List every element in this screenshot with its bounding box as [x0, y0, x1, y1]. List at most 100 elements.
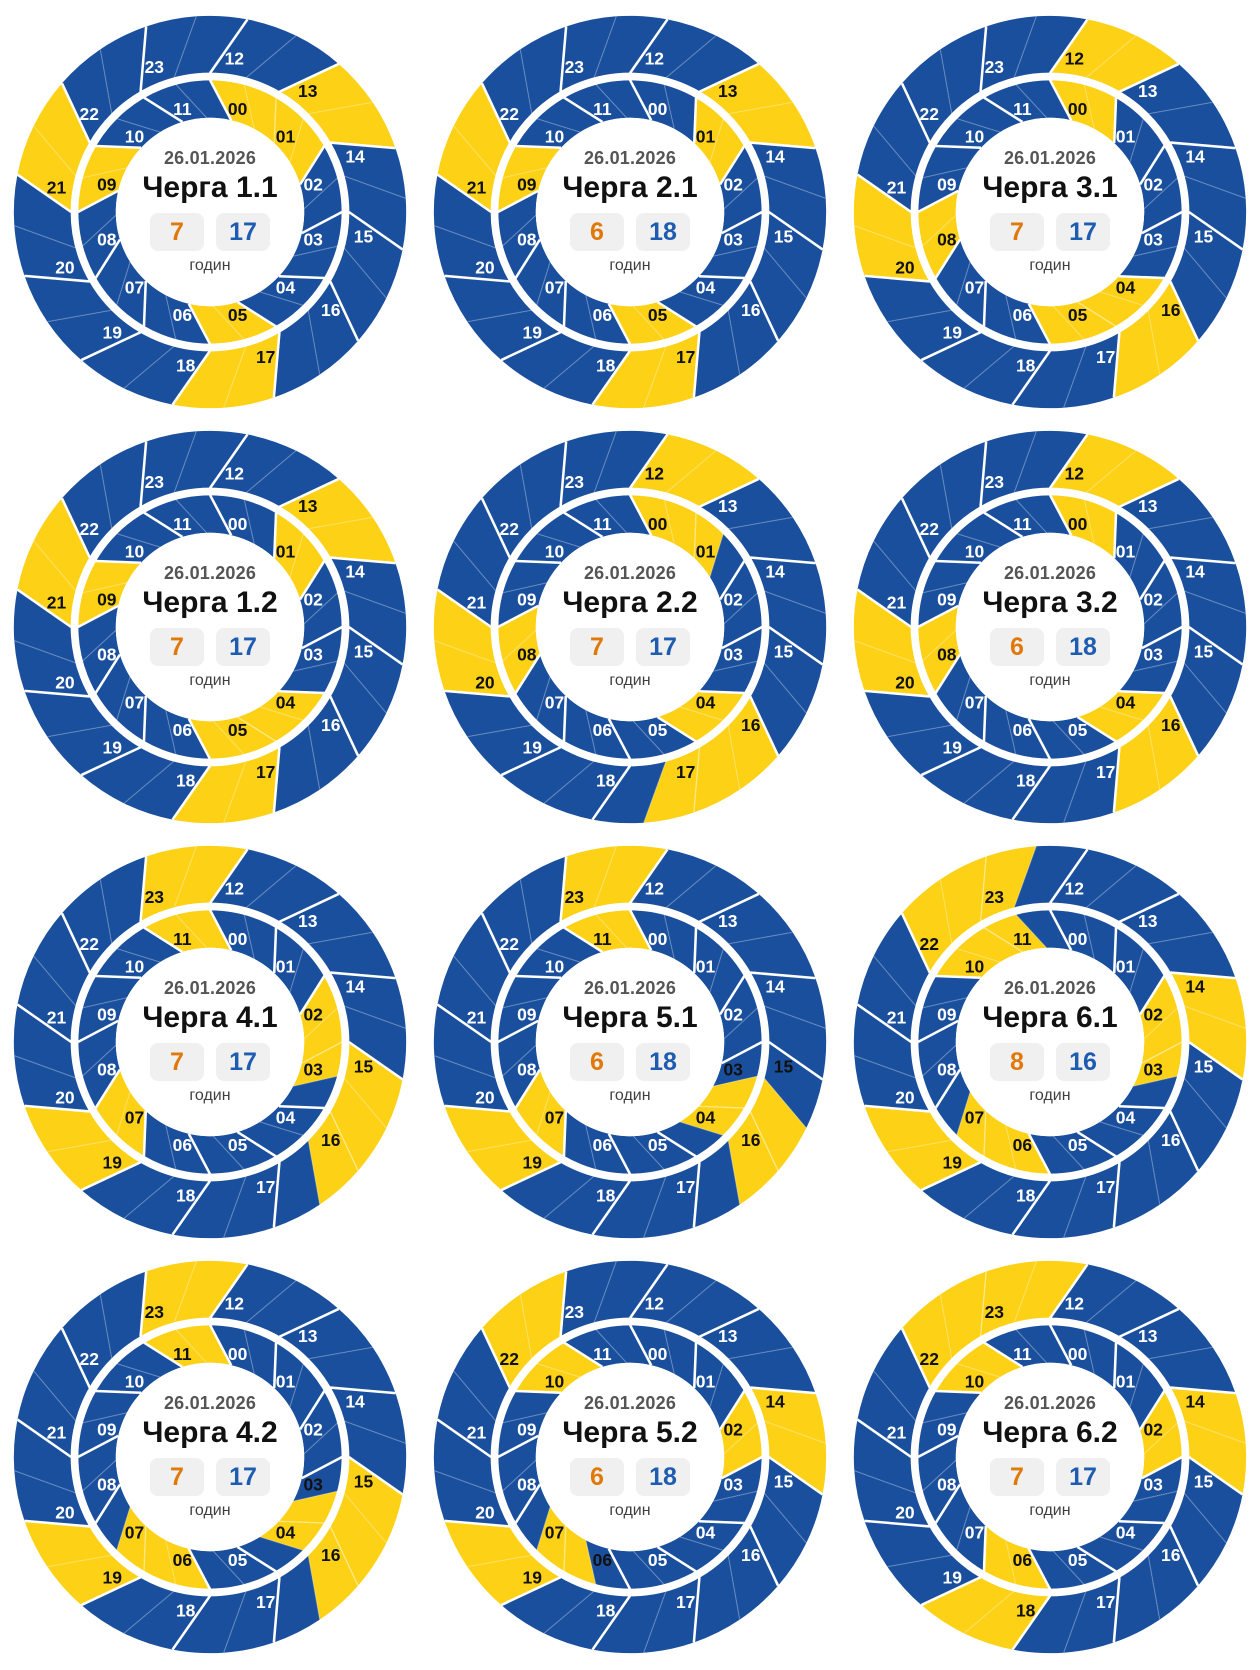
hour-segment-outer	[1014, 15, 1088, 78]
hour-segment-inner	[1140, 145, 1178, 209]
hour-segment-outer	[1085, 865, 1179, 922]
center-hole	[115, 532, 305, 721]
halfhour-line	[1052, 1550, 1085, 1585]
hour-label: 03	[1143, 1474, 1163, 1494]
hour-line	[1139, 144, 1166, 185]
hour-label: 00	[648, 98, 667, 118]
halfhour-line	[1148, 931, 1213, 944]
hour-segment-outer	[1119, 478, 1213, 529]
hour-segment-outer	[1012, 345, 1086, 408]
hour-segment-inner	[1129, 533, 1165, 599]
hour-segment-inner	[82, 214, 120, 278]
halfhour-line	[713, 1490, 758, 1502]
hour-label: 22	[500, 104, 520, 124]
hour-label: 16	[1161, 299, 1181, 319]
hour-segment-inner	[1118, 660, 1178, 693]
ring-divider	[70, 1317, 350, 1596]
halfhour-line	[728, 1346, 793, 1359]
hour-segment-outer	[764, 1041, 823, 1128]
hour-segment-inner	[983, 1110, 1016, 1170]
hour-segment-inner	[935, 533, 1001, 563]
hour-label: 22	[500, 934, 520, 954]
hour-segment-inner	[175, 909, 232, 950]
hour-segment-inner	[698, 1490, 758, 1523]
hour-label: 03	[1143, 229, 1163, 249]
halfhour-line	[47, 1554, 112, 1567]
hour-label: 01	[276, 1371, 296, 1391]
wheel-rings: 00 12 01 13 02 14 03 15 04 16 05 17 06 18 07 19 08 20 09 21…	[13, 430, 407, 823]
hour-label: 18	[596, 1600, 616, 1620]
hour-segment-inner	[720, 975, 758, 1039]
hour-segment-outer	[467, 1554, 561, 1605]
hour-segment-outer	[1113, 724, 1160, 812]
hour-line	[721, 1455, 763, 1479]
hour-line	[719, 974, 746, 1015]
hour-segment-outer	[17, 540, 76, 627]
hour-label: 10	[125, 956, 144, 976]
hour-line	[143, 1525, 147, 1571]
hour-segment-inner	[515, 1484, 551, 1550]
hour-segment-outer	[1119, 63, 1213, 114]
hour-line	[301, 1455, 343, 1479]
halfhour-line	[223, 1175, 247, 1238]
hour-line	[514, 238, 541, 279]
halfhour-line	[1183, 662, 1227, 713]
hour-segment-inner	[917, 190, 959, 246]
halfhour-line	[887, 724, 952, 737]
hour-segment-outer	[140, 845, 197, 922]
hour-segment-outer	[100, 26, 147, 114]
hour-line	[208, 78, 233, 121]
halfhour-line	[259, 1535, 304, 1551]
hour-label: 15	[354, 226, 374, 246]
hour-segment-outer	[693, 309, 740, 397]
hour-line	[719, 559, 746, 600]
halfhour-line	[873, 1370, 917, 1421]
halfhour-line	[1099, 1120, 1144, 1136]
hour-label: 09	[517, 589, 537, 609]
hour-segment-inner	[77, 605, 119, 661]
hour-segment-inner	[502, 975, 562, 1008]
hour-segment-inner	[1077, 1121, 1144, 1156]
hour-line	[299, 1389, 326, 1430]
hour-segment-outer	[124, 345, 210, 405]
hour-line	[1118, 1519, 1165, 1524]
hour-label: 07	[125, 1522, 144, 1542]
halfhour-line	[434, 224, 497, 248]
hour-label: 09	[97, 1004, 117, 1024]
hour-segment-inner	[709, 118, 745, 184]
hour-segment-inner	[536, 1506, 566, 1571]
hour-label: 06	[1013, 1135, 1033, 1155]
hour-label: 23	[565, 886, 585, 906]
hour-segment-outer	[853, 589, 916, 663]
halfhour-line	[1143, 591, 1178, 624]
hour-label: 00	[1068, 98, 1087, 118]
hour-label: 22	[920, 934, 940, 954]
hour-segment-outer	[330, 142, 406, 198]
halfhour-line	[467, 724, 532, 737]
hour-segment-outer	[61, 463, 112, 558]
hour-segment-inner	[274, 1342, 304, 1407]
hour-label: 04	[276, 277, 296, 297]
halfhour-line	[1083, 498, 1095, 544]
center-hole	[535, 117, 725, 306]
hour-segment-outer	[47, 1139, 141, 1190]
hour-line	[698, 274, 745, 279]
halfhour-line	[632, 720, 665, 755]
halfhour-line	[956, 1091, 971, 1136]
hour-label: 21	[47, 592, 67, 612]
hour-line	[983, 1110, 987, 1156]
hour-line	[692, 927, 698, 973]
hour-segment-outer	[33, 497, 90, 591]
hour-line	[563, 926, 604, 953]
hour-line	[607, 717, 632, 760]
hour-line	[348, 1455, 404, 1495]
hour-segment-inner	[143, 498, 207, 537]
hour-line	[16, 588, 72, 628]
hour-segment-inner	[274, 927, 304, 992]
halfhour-line	[303, 1006, 338, 1039]
hour-label: 16	[321, 714, 341, 734]
hour-segment-inner	[713, 211, 763, 256]
hour-segment-inner	[165, 709, 210, 759]
halfhour-line	[1183, 1420, 1246, 1444]
center-hole	[115, 947, 305, 1136]
